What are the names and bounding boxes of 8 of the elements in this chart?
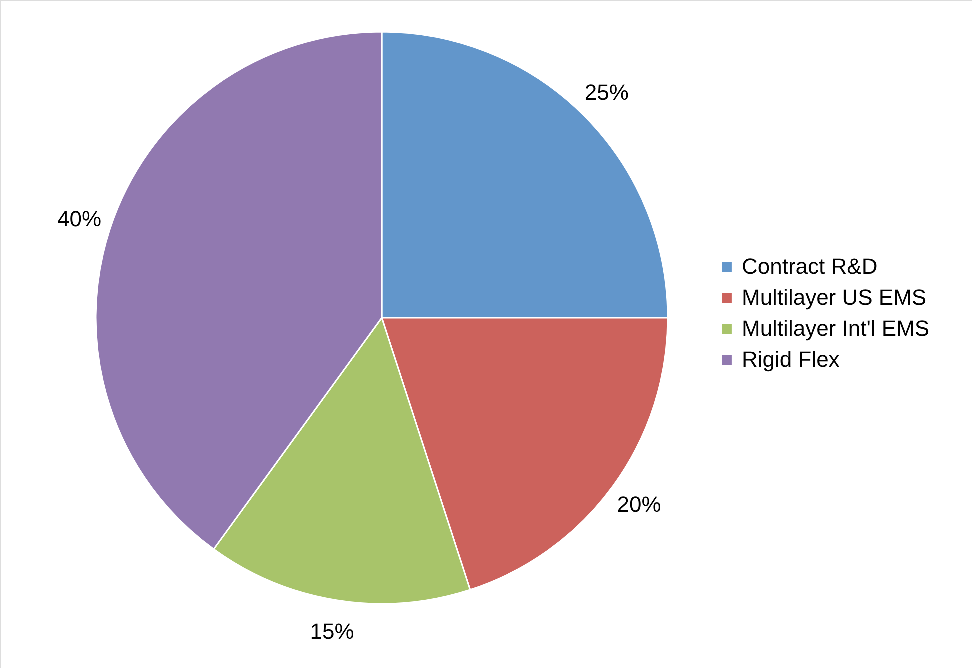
data-label: 15% — [310, 619, 354, 644]
data-label: 20% — [617, 492, 662, 517]
legend-label: Contract R&D — [742, 254, 878, 279]
data-label: 25% — [584, 80, 629, 106]
legend-label: Multilayer Int'l EMS — [742, 316, 930, 341]
legend-label: Rigid Flex — [742, 347, 840, 372]
data-label: 40% — [58, 206, 102, 232]
legend-label: Multilayer US EMS — [742, 285, 927, 310]
